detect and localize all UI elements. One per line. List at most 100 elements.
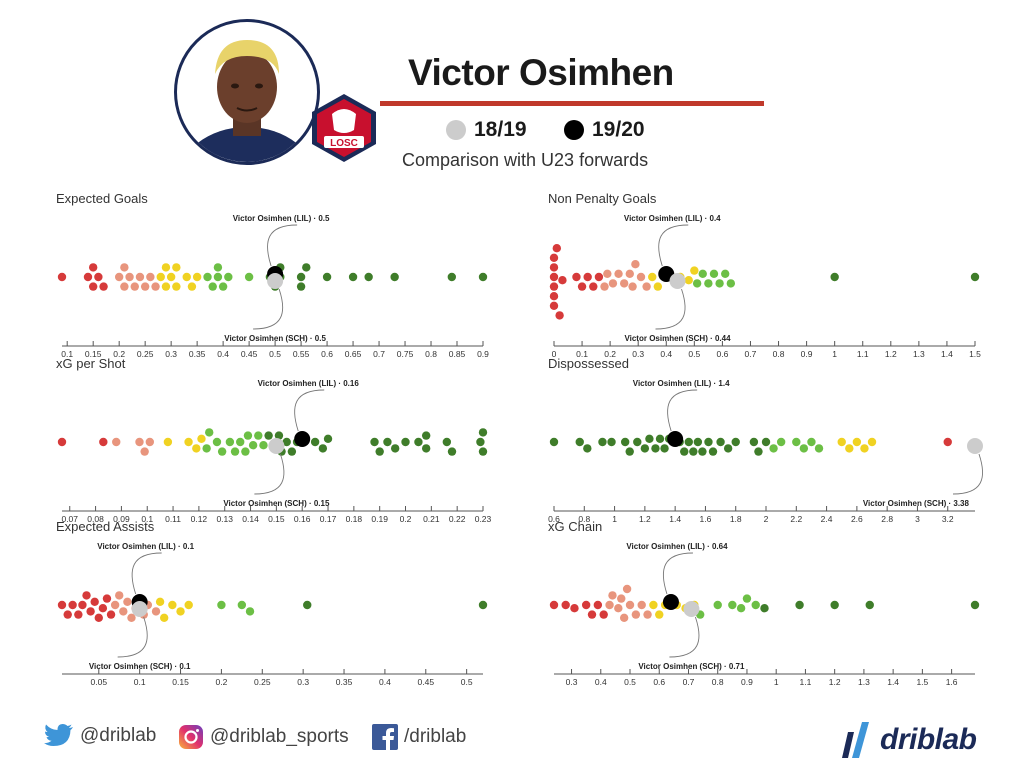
x-tick-label: 0.08 xyxy=(87,514,104,524)
x-tick-label: 3 xyxy=(915,514,920,524)
data-point xyxy=(589,282,598,291)
x-tick-label: 0.6 xyxy=(548,514,560,524)
data-point xyxy=(155,597,165,606)
x-tick-label: 0.4 xyxy=(217,349,229,359)
data-point xyxy=(203,272,212,282)
header: LOSC Victor Osimhen 18/19 19/20 Comparis… xyxy=(0,0,1024,185)
data-point xyxy=(57,437,67,447)
data-point xyxy=(631,260,640,269)
data-point xyxy=(245,607,255,616)
annotation-label: Victor Osimhen (SCH) · 0.5 xyxy=(224,334,326,343)
data-point xyxy=(561,600,570,610)
x-tick-label: 0.7 xyxy=(683,677,695,687)
x-tick-label: 0.1 xyxy=(61,349,73,359)
data-point xyxy=(370,437,379,447)
x-tick-label: 1.2 xyxy=(829,677,841,687)
twitter-handle[interactable]: @driblab xyxy=(44,724,156,748)
highlight-point-1920 xyxy=(294,431,311,447)
facebook-handle[interactable]: /driblab xyxy=(372,724,466,750)
legend-item-1819: 18/19 xyxy=(446,118,527,142)
x-tick-label: 0.9 xyxy=(477,349,489,359)
data-point xyxy=(555,311,564,320)
facebook-icon xyxy=(372,724,398,750)
data-point xyxy=(830,272,839,282)
data-point xyxy=(631,610,641,619)
x-tick-label: 0.25 xyxy=(137,349,154,359)
x-tick-label: 0.35 xyxy=(336,677,353,687)
annotation-label: Victor Osimhen (SCH) · 0.1 xyxy=(89,662,191,671)
data-point xyxy=(751,600,760,610)
data-point xyxy=(581,600,591,610)
data-point xyxy=(57,272,67,282)
data-point xyxy=(68,600,77,610)
data-point xyxy=(205,428,214,437)
data-point xyxy=(736,604,746,613)
x-tick-label: 0.22 xyxy=(449,514,466,524)
chart-title: Dispossessed xyxy=(548,356,629,371)
x-tick-label: 1.6 xyxy=(700,514,712,524)
x-tick-label: 0.5 xyxy=(688,349,700,359)
data-point xyxy=(88,263,98,272)
title-rule xyxy=(380,101,764,106)
data-point xyxy=(867,437,877,447)
data-point xyxy=(830,600,839,610)
data-point xyxy=(845,444,854,453)
x-tick-label: 0.18 xyxy=(346,514,363,524)
data-point xyxy=(633,437,642,447)
data-point xyxy=(943,437,952,447)
data-point xyxy=(549,301,559,310)
data-point xyxy=(296,272,306,282)
data-point xyxy=(161,282,171,291)
data-point xyxy=(549,437,559,447)
data-point xyxy=(86,607,95,616)
data-point xyxy=(607,437,616,447)
data-point xyxy=(731,437,740,447)
data-point xyxy=(655,610,664,619)
x-tick-label: 2.8 xyxy=(881,514,893,524)
data-point xyxy=(572,272,581,282)
data-point xyxy=(421,431,431,440)
x-tick-label: 1.4 xyxy=(669,514,681,524)
data-point xyxy=(172,282,181,291)
x-tick-label: 0.14 xyxy=(242,514,259,524)
x-tick-label: 0.5 xyxy=(461,677,473,687)
data-point xyxy=(197,434,206,443)
x-tick-label: 0.4 xyxy=(595,677,607,687)
data-point xyxy=(264,431,273,440)
annotation-label: Victor Osimhen (SCH) · 0.71 xyxy=(638,662,745,671)
data-point xyxy=(213,263,223,272)
x-tick-label: 0.2 xyxy=(215,677,227,687)
data-point xyxy=(57,600,67,610)
data-point xyxy=(653,282,663,291)
x-tick-label: 1.2 xyxy=(885,349,897,359)
x-tick-label: 1.1 xyxy=(857,349,869,359)
legend-dot-1920 xyxy=(564,120,584,140)
data-point xyxy=(608,279,618,288)
data-point xyxy=(112,437,121,447)
annotation-label: Victor Osimhen (LIL) · 1.4 xyxy=(633,379,730,388)
highlight-point-1819 xyxy=(131,601,148,617)
x-tick-label: 0.17 xyxy=(320,514,337,524)
data-point xyxy=(558,276,567,285)
annotation-leader xyxy=(667,389,698,432)
data-point xyxy=(119,607,128,616)
chart-title: xG Chain xyxy=(548,519,602,534)
x-tick-label: 0.3 xyxy=(632,349,644,359)
data-point xyxy=(115,591,124,600)
x-tick-label: 0.8 xyxy=(773,349,785,359)
data-point xyxy=(225,437,235,447)
x-tick-label: 1 xyxy=(612,514,617,524)
data-point xyxy=(754,447,763,456)
x-tick-label: 0.13 xyxy=(216,514,233,524)
data-point xyxy=(63,610,72,619)
x-tick-label: 0.05 xyxy=(91,677,108,687)
x-tick-label: 0.15 xyxy=(85,349,102,359)
facebook-handle-text: /driblab xyxy=(404,726,467,747)
instagram-handle[interactable]: @driblab_sports xyxy=(178,724,349,750)
data-point xyxy=(390,272,399,282)
data-point xyxy=(287,447,297,456)
data-point xyxy=(421,444,431,453)
data-point xyxy=(865,600,874,610)
data-point xyxy=(230,447,240,456)
data-point xyxy=(161,263,171,272)
